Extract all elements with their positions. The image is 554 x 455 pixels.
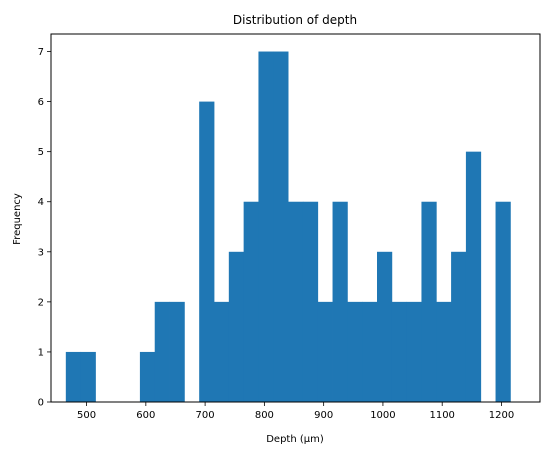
y-tick-label: 6 (38, 97, 44, 108)
histogram-bar-11 (228, 251, 245, 402)
histogram-bar-0 (65, 351, 82, 402)
histogram-bar-23 (406, 301, 422, 402)
histogram-bar-16 (302, 201, 319, 402)
x-tick-label: 600 (136, 410, 155, 421)
x-tick-label: 1200 (489, 410, 514, 421)
histogram-bar-1 (80, 351, 96, 402)
x-axis-label: Depth (µm) (266, 434, 324, 445)
histogram-bar-24 (421, 201, 437, 402)
x-tick-label: 500 (77, 410, 96, 421)
x-tick-label: 700 (196, 410, 215, 421)
y-tick-label: 1 (38, 347, 44, 358)
histogram-bar-5 (139, 351, 156, 402)
x-tick-label: 900 (314, 410, 333, 421)
histogram-bar-21 (377, 251, 393, 402)
chart-title: Distribution of depth (233, 13, 357, 27)
y-tick-label: 7 (38, 47, 44, 58)
y-axis-ticks: 0 1 2 3 4 5 6 7 (38, 47, 51, 409)
y-tick-label: 3 (38, 247, 44, 258)
histogram-bar-17 (317, 301, 333, 402)
histogram-bar-22 (391, 301, 408, 402)
histogram-bar-25 (436, 301, 452, 402)
y-tick-label: 5 (38, 147, 44, 158)
x-tick-label: 1100 (429, 410, 454, 421)
histogram-bar-29 (495, 201, 511, 402)
histogram-bar-7 (169, 301, 185, 402)
histogram-bar-12 (243, 201, 259, 402)
histogram-bar-13 (258, 51, 274, 403)
bars-group (65, 51, 511, 403)
histogram-bar-14 (273, 51, 289, 403)
x-tick-label: 800 (255, 410, 274, 421)
x-tick-label: 1000 (370, 410, 395, 421)
plot-frame (50, 33, 541, 403)
y-tick-label: 2 (38, 297, 44, 308)
x-axis-ticks: 500 600 700 800 900 1000 1100 1200 (77, 402, 514, 421)
y-tick-label: 0 (38, 398, 44, 409)
y-axis-label: Frequency (12, 193, 23, 245)
histogram-bar-26 (451, 251, 467, 402)
histogram-bar-18 (332, 201, 348, 402)
histogram-bar-9 (199, 101, 215, 403)
histogram-bar-19 (347, 301, 363, 402)
histogram-bar-6 (154, 301, 170, 402)
histogram-bar-15 (288, 201, 304, 402)
histogram-bar-10 (214, 301, 230, 402)
histogram-bar-27 (465, 151, 482, 402)
y-tick-label: 4 (38, 197, 44, 208)
histogram-bar-20 (362, 301, 378, 402)
